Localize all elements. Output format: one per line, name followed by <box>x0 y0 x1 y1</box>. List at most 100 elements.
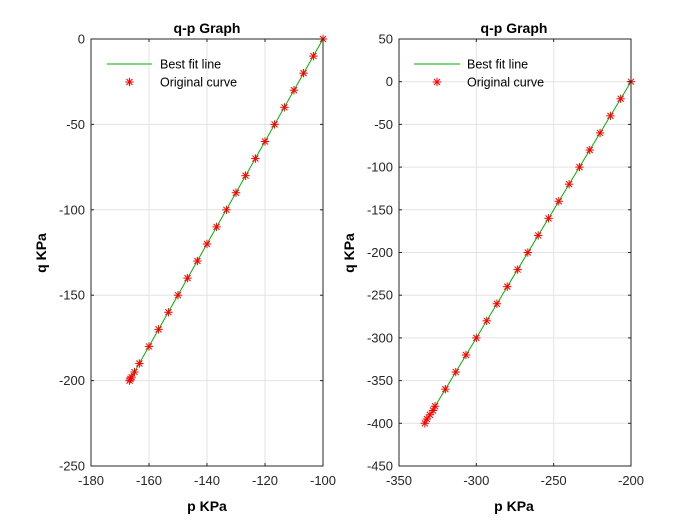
right-plot-data-point-stroke <box>426 411 434 419</box>
right-plot-data-point <box>616 94 625 103</box>
left-plot-y-tick-label: -250 <box>59 459 85 474</box>
left-plot-legend-asterisk <box>125 77 134 87</box>
left-plot-legend-best-fit-label: Best fit line <box>160 58 221 72</box>
left-plot-data-point <box>193 256 202 266</box>
right-plot-x-axis-label: p KPa <box>494 498 534 514</box>
left-plot-data-point <box>270 120 279 129</box>
right-plot-data-point-stroke <box>429 407 437 414</box>
left-plot-x-tick-label: -140 <box>194 473 220 488</box>
right-plot-data-point <box>544 214 553 223</box>
right-plot-data-point <box>523 248 533 257</box>
right-plot-data-point-stroke <box>503 283 511 291</box>
right-plot-data-point-stroke <box>565 180 573 188</box>
left-plot-data-point <box>154 325 163 334</box>
left-plot-x-tick-label: -160 <box>136 473 162 488</box>
right-plot-data-point-stroke <box>493 300 501 308</box>
right-plot-data-point-stroke <box>442 385 449 393</box>
left-plot-data-point-stroke <box>281 103 288 111</box>
left-plot-x-tick-label: -100 <box>310 473 336 488</box>
right-plot-data-point <box>425 410 435 419</box>
left-plot-data-point <box>299 68 308 78</box>
right-plot-data-point-stroke <box>607 112 614 120</box>
left-plot-legend-asterisk-swatch <box>125 77 134 87</box>
right-plot-data-point-stroke <box>617 95 624 103</box>
left-plot-x-axis-label: p KPa <box>187 498 227 514</box>
right-plot-legend-best-fit-label: Best fit line <box>467 58 528 72</box>
left-plot: q-p Graph p KPa q KPa -180 -160 -140 -120 -1… <box>33 20 336 514</box>
left-plot-data-point-stroke <box>203 240 211 248</box>
right-plot-data-point <box>513 265 522 274</box>
right-plot-data-point <box>428 406 438 415</box>
right-plot-data-point <box>472 333 481 343</box>
left-plot-data-point <box>241 171 250 180</box>
right-plot-data-point-stroke <box>452 368 460 376</box>
right-plot-x-tick-label: -200 <box>618 473 644 488</box>
right-plot-data-point <box>482 316 491 326</box>
right-plot-marks <box>420 77 636 428</box>
left-plot-data-point-stroke <box>261 138 269 145</box>
right-plot: q-p Graph p KPa q KPa -350 -300 -250 -200 -4… <box>341 20 644 514</box>
left-plot-x-tick-label: -180 <box>78 473 104 488</box>
left-plot-legend-asterisk-stroke <box>126 78 133 86</box>
right-plot-data-point <box>575 162 584 172</box>
right-plot-x-tick-label: -300 <box>463 473 489 488</box>
right-plot-y-tick-label: -100 <box>367 160 393 175</box>
left-plot-data-point-stroke <box>252 155 259 162</box>
right-plot-y-axis-label: q KPa <box>341 233 357 273</box>
left-plot-legend-original-label: Original curve <box>160 76 237 90</box>
right-plot-y-tick-label: -400 <box>367 416 393 431</box>
left-plot-data-point <box>144 342 154 351</box>
left-plot-y-tick-label: -200 <box>59 373 85 388</box>
right-plot-data-point <box>492 299 502 308</box>
right-plot-legend-asterisk <box>432 77 442 87</box>
left-plot-data-point-stroke <box>242 172 249 179</box>
right-plot-data-point-stroke <box>483 317 491 325</box>
right-plot-x-tick-label: -250 <box>541 473 567 488</box>
right-plot-y-tick-label: -50 <box>374 117 393 132</box>
right-plot-data-point <box>606 111 615 121</box>
right-plot-data-point <box>461 350 471 360</box>
right-plot-data-point <box>554 197 563 206</box>
right-plot-y-tick-label: -250 <box>367 288 393 303</box>
left-plot-data-point <box>251 154 260 163</box>
left-plot-data-point-stroke <box>145 343 153 350</box>
left-plot-data-point <box>280 103 289 112</box>
right-plot-data-point-stroke <box>586 146 594 154</box>
right-plot-data-point-stroke <box>524 249 532 256</box>
left-plot-data-point <box>164 308 173 317</box>
right-plot-data-point <box>441 384 450 394</box>
left-plot-data-point-stroke <box>310 52 317 60</box>
right-plot-y-tick-label: -150 <box>367 202 393 217</box>
right-plot-x-tick-label: -350 <box>386 473 412 488</box>
right-plot-data-point-stroke <box>545 214 552 222</box>
right-plot-data-point-stroke <box>596 129 604 137</box>
right-plot-data-point <box>503 282 512 291</box>
left-plot-data-point <box>289 86 299 95</box>
left-plot-data-point-stroke <box>126 377 133 384</box>
right-plot-data-point <box>595 128 605 138</box>
right-plot-data-point <box>564 179 574 189</box>
right-plot-legend: Best fit line Original curve <box>414 58 544 90</box>
left-plot-data-point-stroke <box>165 308 172 316</box>
left-plot-data-point <box>222 205 231 214</box>
right-plot-legend-asterisk-stroke <box>433 78 441 86</box>
left-plot-y-tick-label: -150 <box>59 288 85 303</box>
left-plot-data-point <box>130 367 139 377</box>
left-plot-data-point-stroke <box>184 274 191 282</box>
left-plot-data-point-stroke <box>136 360 143 367</box>
right-plot-data-point <box>534 231 543 240</box>
left-plot-data-point-stroke <box>174 291 182 299</box>
left-plot-y-tick-label: 0 <box>78 32 85 47</box>
right-plot-y-tick-label: -350 <box>367 373 393 388</box>
left-plot-data-point <box>173 291 183 300</box>
left-plot-data-point-stroke <box>223 206 230 214</box>
right-plot-data-point-stroke <box>555 197 563 205</box>
left-plot-data-point <box>125 376 134 385</box>
right-plot-data-point <box>585 145 594 155</box>
right-plot-y-tick-label: 50 <box>379 32 393 47</box>
left-plot-marks <box>125 34 328 385</box>
left-plot-data-point-stroke <box>232 189 240 197</box>
left-plot-title: q-p Graph <box>174 20 241 36</box>
